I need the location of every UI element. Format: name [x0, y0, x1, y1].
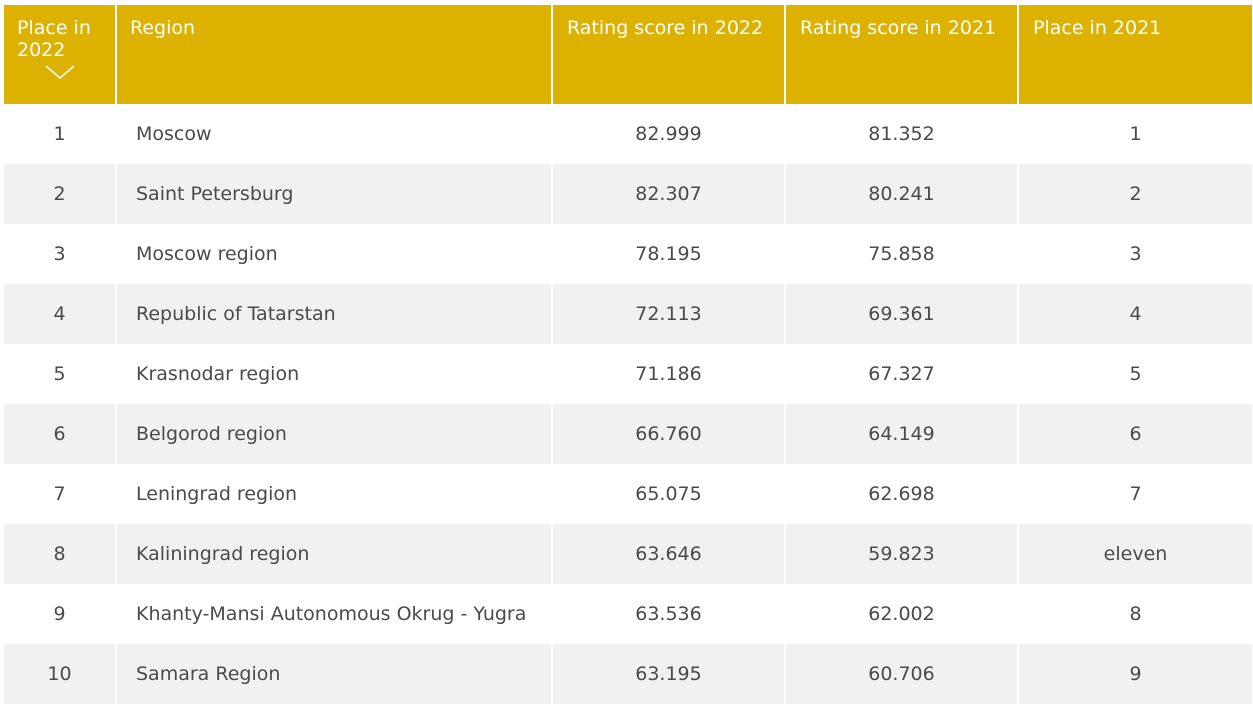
column-header-place-2021[interactable]: Place in 2021	[1019, 5, 1252, 104]
cell-region: Kaliningrad region	[117, 524, 553, 584]
cell-region: Leningrad region	[117, 464, 553, 524]
cell-score-2021: 62.002	[786, 584, 1019, 644]
cell-region: Khanty-Mansi Autonomous Okrug - Yugra	[117, 584, 553, 644]
cell-place-2022: 3	[4, 224, 117, 284]
cell-score-2021: 81.352	[786, 104, 1019, 164]
cell-region: Krasnodar region	[117, 344, 553, 404]
cell-region: Saint Petersburg	[117, 164, 553, 224]
chevron-down-icon[interactable]	[45, 63, 75, 81]
column-header-place-2021-label: Place in 2021	[1033, 17, 1162, 39]
cell-place-2021: 5	[1019, 344, 1252, 404]
cell-place-2021: eleven	[1019, 524, 1252, 584]
table-row: 9 Khanty-Mansi Autonomous Okrug - Yugra …	[4, 584, 1252, 644]
cell-score-2021: 75.858	[786, 224, 1019, 284]
table-row: 4 Republic of Tatarstan 72.113 69.361 4	[4, 284, 1252, 344]
cell-region: Moscow region	[117, 224, 553, 284]
cell-score-2022: 82.307	[553, 164, 786, 224]
cell-score-2022: 78.195	[553, 224, 786, 284]
cell-region: Republic of Tatarstan	[117, 284, 553, 344]
cell-score-2022: 71.186	[553, 344, 786, 404]
cell-score-2021: 60.706	[786, 644, 1019, 704]
table-row: 2 Saint Petersburg 82.307 80.241 2	[4, 164, 1252, 224]
cell-score-2022: 82.999	[553, 104, 786, 164]
cell-score-2022: 63.536	[553, 584, 786, 644]
cell-score-2021: 59.823	[786, 524, 1019, 584]
cell-place-2021: 3	[1019, 224, 1252, 284]
table-row: 7 Leningrad region 65.075 62.698 7	[4, 464, 1252, 524]
column-header-score-2022-label: Rating score in 2022	[567, 17, 764, 39]
cell-region: Moscow	[117, 104, 553, 164]
cell-place-2022: 10	[4, 644, 117, 704]
cell-score-2021: 67.327	[786, 344, 1019, 404]
cell-score-2022: 63.195	[553, 644, 786, 704]
cell-score-2022: 65.075	[553, 464, 786, 524]
cell-place-2022: 1	[4, 104, 117, 164]
cell-region: Belgorod region	[117, 404, 553, 464]
column-header-score-2021[interactable]: Rating score in 2021	[786, 5, 1019, 104]
cell-place-2022: 5	[4, 344, 117, 404]
table-row: 8 Kaliningrad region 63.646 59.823 eleve…	[4, 524, 1252, 584]
table-row: 5 Krasnodar region 71.186 67.327 5	[4, 344, 1252, 404]
cell-score-2022: 72.113	[553, 284, 786, 344]
cell-score-2022: 66.760	[553, 404, 786, 464]
cell-region: Samara Region	[117, 644, 553, 704]
table-row: 6 Belgorod region 66.760 64.149 6	[4, 404, 1252, 464]
cell-place-2022: 6	[4, 404, 117, 464]
table-row: 3 Moscow region 78.195 75.858 3	[4, 224, 1252, 284]
column-header-score-2022[interactable]: Rating score in 2022	[553, 5, 786, 104]
cell-place-2021: 8	[1019, 584, 1252, 644]
cell-place-2022: 2	[4, 164, 117, 224]
column-header-place-2022[interactable]: Place in 2022	[4, 5, 117, 104]
cell-place-2021: 2	[1019, 164, 1252, 224]
table-row: 1 Moscow 82.999 81.352 1	[4, 104, 1252, 164]
table-row: 10 Samara Region 63.195 60.706 9	[4, 644, 1252, 704]
ratings-table: Place in 2022 Region Rating score in 202…	[4, 5, 1252, 704]
cell-score-2021: 62.698	[786, 464, 1019, 524]
cell-score-2021: 64.149	[786, 404, 1019, 464]
cell-place-2021: 7	[1019, 464, 1252, 524]
cell-place-2022: 9	[4, 584, 117, 644]
column-header-place-2022-line1: Place in	[17, 17, 91, 39]
table-header: Place in 2022 Region Rating score in 202…	[4, 5, 1252, 104]
column-header-region-label: Region	[130, 17, 196, 39]
cell-place-2021: 1	[1019, 104, 1252, 164]
cell-score-2021: 69.361	[786, 284, 1019, 344]
cell-score-2022: 63.646	[553, 524, 786, 584]
cell-place-2022: 7	[4, 464, 117, 524]
column-header-score-2021-label: Rating score in 2021	[800, 17, 997, 39]
cell-place-2021: 6	[1019, 404, 1252, 464]
cell-place-2021: 9	[1019, 644, 1252, 704]
column-header-region[interactable]: Region	[117, 5, 553, 104]
cell-score-2021: 80.241	[786, 164, 1019, 224]
cell-place-2022: 4	[4, 284, 117, 344]
cell-place-2022: 8	[4, 524, 117, 584]
column-header-place-2022-line2: 2022	[17, 39, 66, 61]
cell-place-2021: 4	[1019, 284, 1252, 344]
